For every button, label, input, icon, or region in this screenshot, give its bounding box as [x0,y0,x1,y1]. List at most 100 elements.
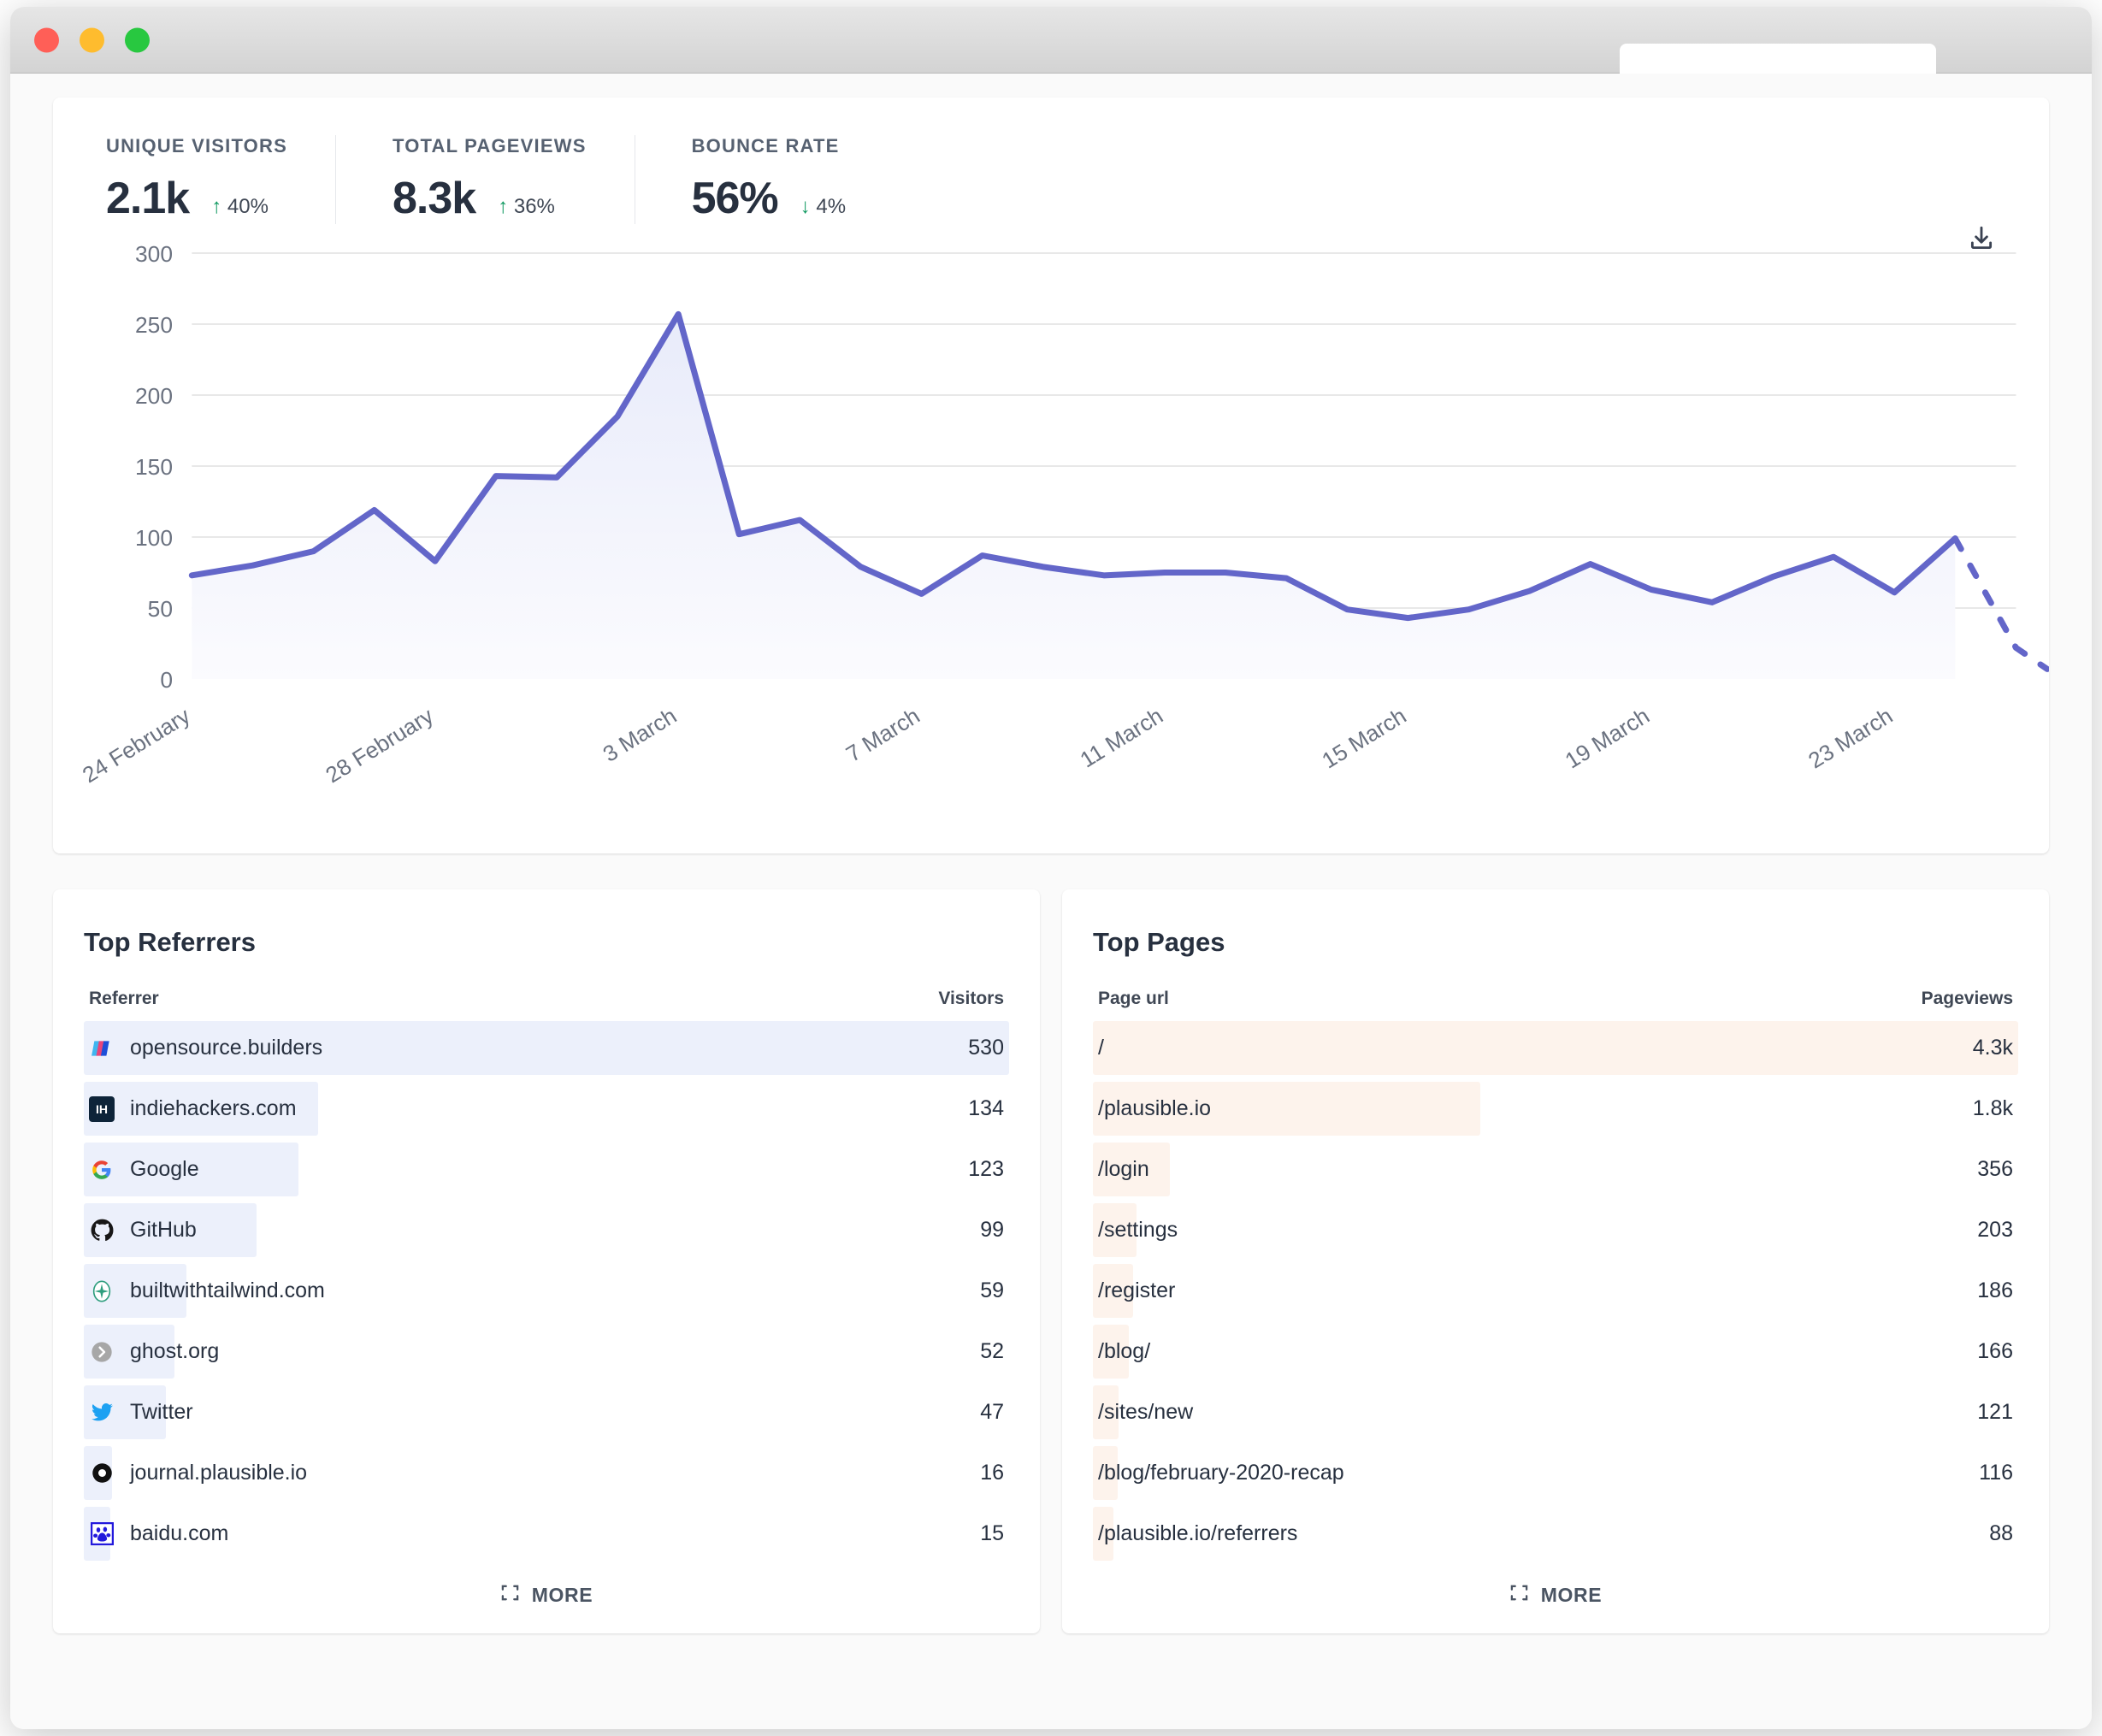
panels-row: Top Referrers Referrer Visitors opensource.… [53,889,2049,1633]
column-header-value: Pageviews [1921,989,2013,1008]
row-label-text: opensource.builders [130,1036,323,1060]
row-value: 16 [980,1461,1004,1485]
x-axis-tick: 3 March [599,703,682,767]
metric-value: 56% [691,174,779,223]
row-label: /sites/new [1098,1400,1193,1425]
row-value: 99 [980,1218,1004,1242]
row-value: 121 [1977,1400,2013,1424]
table-row[interactable]: Twitter 47 [84,1382,1009,1443]
chart-line-projected [1951,535,2049,672]
github-favicon [89,1218,115,1243]
row-label-text: GitHub [130,1218,197,1242]
indiehackers-favicon: IH [89,1095,115,1122]
row-label-text: baidu.com [130,1521,229,1545]
column-header-label: Referrer [89,989,159,1008]
y-axis-tick: 250 [135,312,173,338]
row-value: 530 [968,1036,1004,1060]
row-value: 15 [980,1521,1004,1545]
metric-unique-visitors: UNIQUE VISITORS 2.1k ↑ 40% [106,135,335,224]
table-row[interactable]: /blog/166 [1093,1321,2018,1382]
table-row[interactable]: baidu.com 15 [84,1503,1009,1564]
stats-card: UNIQUE VISITORS 2.1k ↑ 40% TOTAL PAGEVIEWS 8… [53,97,2049,853]
row-value: 123 [968,1157,1004,1181]
row-label-text: Twitter [130,1400,193,1424]
table-row[interactable]: GitHub 99 [84,1200,1009,1261]
row-label: /plausible.io [1098,1096,1211,1121]
y-axis-tick: 300 [135,241,173,267]
row-bar [1093,1446,1119,1500]
metrics-row: UNIQUE VISITORS 2.1k ↑ 40% TOTAL PAGEVIEWS 8… [53,135,2049,224]
builtwithtailwind-favicon [89,1278,115,1304]
row-value: 203 [1977,1218,2013,1242]
table-row[interactable]: ghost.org 52 [84,1321,1009,1382]
rows-list: opensource.builders 530 IH indiehackers.com… [84,1018,1009,1564]
y-axis-tick: 50 [148,596,173,622]
trend-up-icon: ↑ [211,195,222,218]
browser-window: UNIQUE VISITORS 2.1k ↑ 40% TOTAL PAGEVIEWS 8… [10,7,2092,1729]
table-row[interactable]: IH indiehackers.com 134 [84,1078,1009,1139]
panel-top-pages: Top Pages Page url Pageviews / 4.3k/plausibl… [1062,889,2049,1633]
y-axis-tick: 150 [135,454,173,480]
more-button[interactable]: MORE [84,1564,1009,1608]
column-header-label: Page url [1098,989,1169,1008]
close-window-button[interactable] [34,27,59,52]
row-label: /login [1098,1157,1149,1182]
y-axis-tick: 0 [160,667,173,693]
row-bar [84,1082,318,1136]
panel-top-referrers: Top Referrers Referrer Visitors opensource.… [53,889,1040,1633]
metric-delta-value: 36% [513,195,555,218]
more-button-label: MORE [531,1584,593,1606]
row-label: /blog/ [1098,1339,1150,1364]
download-icon[interactable] [1967,224,1996,257]
metric-label: UNIQUE VISITORS [106,135,287,156]
table-row[interactable]: / 4.3k [1093,1018,2018,1078]
row-label-text: /settings [1098,1218,1178,1242]
visitors-chart[interactable]: 0 50 100 150 200 250 300 24 February 28 February… [53,234,2049,824]
minimize-window-button[interactable] [80,27,104,52]
row-label: builtwithtailwind.com [89,1278,325,1304]
dashboard-viewport: UNIQUE VISITORS 2.1k ↑ 40% TOTAL PAGEVIEWS 8… [10,74,2092,1729]
metric-bounce-rate: BOUNCE RATE 56% ↓ 4% [634,135,894,224]
x-axis-tick: 24 February [78,702,195,788]
panel-title: Top Pages [1093,927,1225,957]
row-value: 356 [1977,1157,2013,1181]
table-row[interactable]: /sites/new 121 [1093,1382,2018,1443]
metric-delta-value: 40% [227,195,269,218]
row-label: baidu.com [89,1521,228,1547]
row-label: Google [89,1157,199,1183]
row-label: / [1098,1036,1104,1060]
table-row[interactable]: /settings 203 [1093,1200,2018,1261]
table-row[interactable]: /plausible.io 1.8k [1093,1078,2018,1139]
twitter-favicon [89,1400,115,1426]
row-bar [1093,1507,1113,1561]
metric-label: TOTAL PAGEVIEWS [392,135,587,156]
row-label-text: ghost.org [130,1339,220,1363]
table-row[interactable]: /plausible.io/referrers 88 [1093,1503,2018,1564]
row-label-text: /plausible.io [1098,1096,1212,1120]
plausible-favicon [89,1461,115,1486]
row-value: 166 [1977,1339,2013,1363]
row-label-text: /login [1098,1157,1149,1181]
table-row[interactable]: /login 356 [1093,1139,2018,1200]
table-row[interactable]: journal.plausible.io 16 [84,1443,1009,1503]
window-controls [34,27,150,52]
table-row[interactable]: Google 123 [84,1139,1009,1200]
table-row[interactable]: builtwithtailwind.com 59 [84,1261,1009,1321]
row-value: 59 [980,1278,1004,1302]
row-bar [1093,1385,1119,1439]
row-label-text: indiehackers.com [130,1096,297,1120]
table-row[interactable]: /blog/february-2020-recap 116 [1093,1443,2018,1503]
metric-value: 8.3k [392,174,476,223]
row-bar [1093,1325,1129,1379]
row-label-text: /register [1098,1278,1176,1302]
more-button[interactable]: MORE [1093,1564,2018,1608]
row-label: opensource.builders [89,1036,322,1061]
row-bar [1093,1203,1137,1257]
metric-total-pageviews: TOTAL PAGEVIEWS 8.3k ↑ 36% [334,135,635,224]
table-row[interactable]: opensource.builders 530 [84,1018,1009,1078]
visitors-chart-svg: 0 50 100 150 200 250 300 24 February 28 February… [78,241,2049,788]
zoom-window-button[interactable] [125,27,150,52]
x-axis-tick: 28 February [321,702,438,788]
row-value: 134 [968,1096,1004,1120]
table-row[interactable]: /register 186 [1093,1261,2018,1321]
